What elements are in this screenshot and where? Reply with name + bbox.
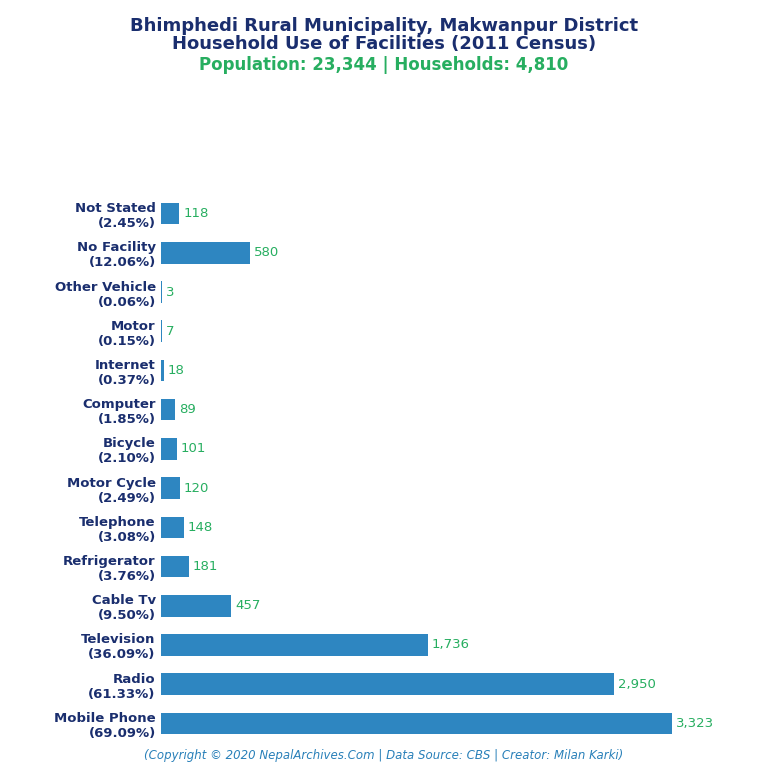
Bar: [161, 713, 672, 734]
Text: Population: 23,344 | Households: 4,810: Population: 23,344 | Households: 4,810: [200, 56, 568, 74]
Bar: [161, 595, 231, 617]
Text: (Copyright © 2020 NepalArchives.Com | Data Source: CBS | Creator: Milan Karki): (Copyright © 2020 NepalArchives.Com | Da…: [144, 749, 624, 762]
Text: 101: 101: [180, 442, 206, 455]
Text: 7: 7: [166, 325, 174, 338]
Text: 18: 18: [168, 364, 185, 377]
Bar: [161, 359, 164, 381]
Bar: [161, 438, 177, 460]
Bar: [161, 634, 428, 656]
Text: 89: 89: [179, 403, 196, 416]
Text: 580: 580: [254, 247, 280, 260]
Text: 1,736: 1,736: [432, 638, 470, 651]
Text: 3,323: 3,323: [676, 717, 713, 730]
Bar: [161, 674, 614, 695]
Text: 181: 181: [193, 560, 218, 573]
Bar: [161, 242, 250, 263]
Text: 2,950: 2,950: [618, 677, 656, 690]
Text: Household Use of Facilities (2011 Census): Household Use of Facilities (2011 Census…: [172, 35, 596, 52]
Text: 457: 457: [235, 599, 260, 612]
Bar: [161, 517, 184, 538]
Bar: [161, 477, 180, 499]
Bar: [161, 399, 175, 420]
Text: 120: 120: [184, 482, 209, 495]
Bar: [161, 556, 189, 578]
Text: 118: 118: [184, 207, 209, 220]
Bar: [161, 203, 180, 224]
Bar: [161, 320, 162, 342]
Text: 148: 148: [188, 521, 213, 534]
Text: Bhimphedi Rural Municipality, Makwanpur District: Bhimphedi Rural Municipality, Makwanpur …: [130, 17, 638, 35]
Text: 3: 3: [166, 286, 174, 299]
